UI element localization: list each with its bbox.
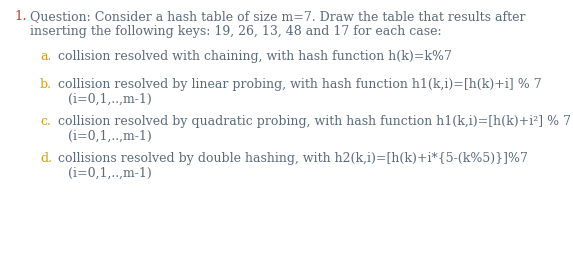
Text: (i=0,1,..,m-1): (i=0,1,..,m-1)	[68, 130, 152, 143]
Text: c.: c.	[40, 115, 51, 128]
Text: (i=0,1,..,m-1): (i=0,1,..,m-1)	[68, 167, 152, 180]
Text: inserting the following keys: 19, 26, 13, 48 and 17 for each case:: inserting the following keys: 19, 26, 13…	[30, 25, 442, 38]
Text: a.: a.	[40, 50, 52, 63]
Text: d.: d.	[40, 152, 52, 165]
Text: (i=0,1,..,m-1): (i=0,1,..,m-1)	[68, 93, 152, 106]
Text: b.: b.	[40, 78, 52, 91]
Text: collision resolved by linear probing, with hash function h1(k,i)=[h(k)+i] % 7: collision resolved by linear probing, wi…	[58, 78, 541, 91]
Text: collision resolved with chaining, with hash function h(k)=k%7: collision resolved with chaining, with h…	[58, 50, 452, 63]
Text: collisions resolved by double hashing, with h2(k,i)=[h(k)+i*{5-(k%5)}]%7: collisions resolved by double hashing, w…	[58, 152, 528, 165]
Text: collision resolved by quadratic probing, with hash function h1(k,i)=[h(k)+i²] % : collision resolved by quadratic probing,…	[58, 115, 571, 128]
Text: 1.: 1.	[14, 10, 26, 23]
Text: Question: Consider a hash table of size m=7. Draw the table that results after: Question: Consider a hash table of size …	[30, 10, 525, 23]
